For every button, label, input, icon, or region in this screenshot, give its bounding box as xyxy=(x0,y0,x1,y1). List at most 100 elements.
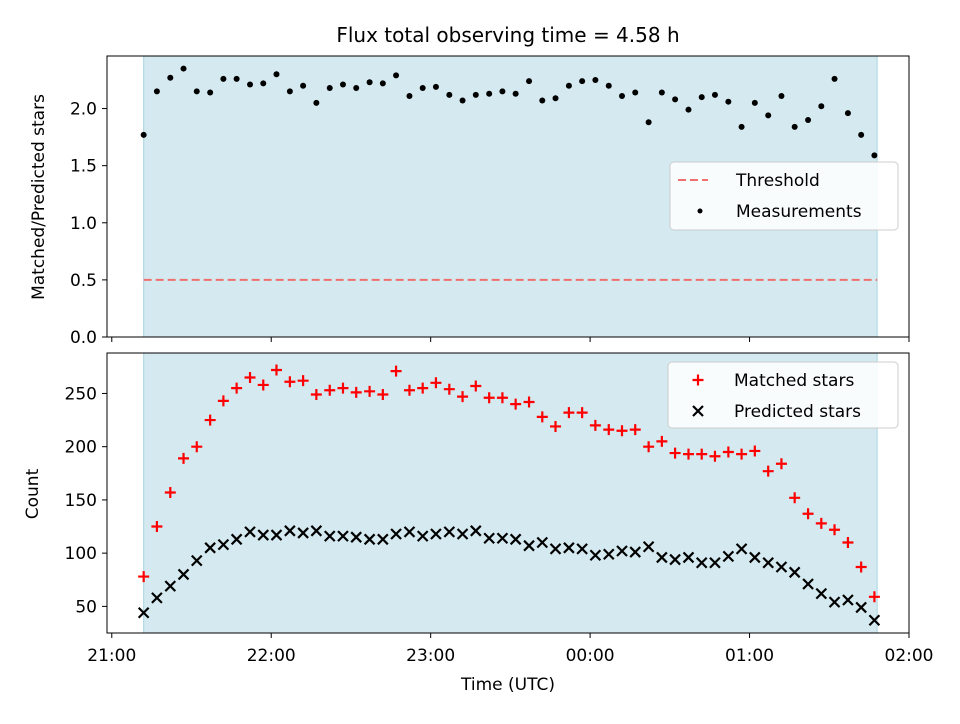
matched-star-point xyxy=(297,375,309,387)
matched-star-point xyxy=(536,411,548,423)
matched-star-point xyxy=(815,517,827,529)
y-tick-label: 250 xyxy=(65,384,97,404)
matched-star-point xyxy=(257,379,269,391)
legend-matched-swatch xyxy=(692,374,704,386)
predicted-star-point xyxy=(217,538,230,551)
matched-star-point xyxy=(682,448,694,460)
legend-label: Measurements xyxy=(736,202,862,222)
measurement-point xyxy=(858,131,865,138)
matched-star-point xyxy=(417,382,429,394)
matched-star-point xyxy=(829,524,841,536)
measurement-point xyxy=(419,84,426,91)
matched-star-point xyxy=(563,407,575,419)
measurement-point xyxy=(526,78,533,85)
matched-star-point xyxy=(576,407,588,419)
predicted-star-point xyxy=(363,533,376,546)
measurement-point xyxy=(818,103,825,110)
predicted-star-point xyxy=(456,528,469,540)
measurement-point xyxy=(273,71,280,78)
predicted-star-point xyxy=(642,540,655,553)
measurement-point xyxy=(486,90,493,97)
matched-star-point xyxy=(350,386,362,398)
measurement-point xyxy=(220,75,227,82)
predicted-star-point xyxy=(762,556,774,569)
matched-star-point xyxy=(496,392,508,404)
measurement-point xyxy=(353,84,360,91)
matched-star-point xyxy=(842,537,854,549)
measurement-point xyxy=(153,88,160,95)
matched-star-point xyxy=(324,384,336,396)
matched-star-point xyxy=(629,424,641,436)
measurement-point xyxy=(472,91,479,98)
matched-star-point xyxy=(191,441,203,453)
matched-star-point xyxy=(589,419,601,431)
measurement-point xyxy=(831,75,838,82)
predicted-star-point xyxy=(682,551,695,564)
x-tick-label: 21:00 xyxy=(87,646,136,666)
measurement-point xyxy=(765,112,772,119)
matched-star-point xyxy=(749,445,761,457)
measurement-point xyxy=(592,76,599,83)
measurement-point xyxy=(313,99,320,106)
predicted-star-point xyxy=(470,525,482,537)
x-axis-label: Time (UTC) xyxy=(460,675,555,695)
measurement-point xyxy=(446,91,453,98)
matched-star-point xyxy=(616,425,628,437)
predicted-star-point xyxy=(602,548,615,560)
matched-star-point xyxy=(483,392,495,404)
measurement-point xyxy=(844,110,851,117)
predicted-star-point xyxy=(523,539,535,552)
measurement-point xyxy=(725,98,732,105)
y-tick-label: 150 xyxy=(65,491,97,511)
measurement-point xyxy=(738,123,745,130)
predicted-star-point xyxy=(509,533,522,546)
measurement-point xyxy=(565,82,572,89)
measurement-point xyxy=(167,74,174,81)
matched-star-point xyxy=(457,391,469,403)
measurement-point xyxy=(260,80,267,87)
matched-star-point xyxy=(364,385,376,397)
measurement-point xyxy=(791,123,798,130)
measurement-point xyxy=(326,84,333,91)
predicted-star-point xyxy=(204,542,216,554)
ratio-panel: 0.0 0.5 1.0 1.5 2.0 Threshold Measurements xyxy=(70,55,910,348)
legend-label: Matched stars xyxy=(734,371,854,391)
predicted-star-point xyxy=(589,549,602,562)
predicted-star-point xyxy=(616,545,628,557)
measurement-point xyxy=(672,96,679,103)
predicted-star-point xyxy=(350,531,362,543)
predicted-star-point xyxy=(284,525,296,537)
predicted-star-point xyxy=(855,601,867,614)
matched-star-point xyxy=(204,414,216,426)
measurement-point xyxy=(778,92,785,99)
matched-star-point xyxy=(138,571,150,583)
matched-star-point xyxy=(217,395,229,407)
predicted-star-point xyxy=(430,528,442,540)
predicted-star-point xyxy=(695,556,708,569)
matched-star-point xyxy=(270,364,282,376)
matched-star-point xyxy=(709,450,721,462)
predicted-star-point xyxy=(416,530,429,542)
y-tick-label: 100 xyxy=(65,544,97,564)
measurement-point xyxy=(698,94,705,101)
matched-star-point xyxy=(868,591,880,603)
predicted-star-point xyxy=(337,530,349,542)
measurement-point xyxy=(619,92,626,99)
matched-star-point xyxy=(656,435,668,447)
measurement-point xyxy=(645,119,652,126)
predicted-star-point xyxy=(549,543,562,555)
predicted-star-point xyxy=(443,526,456,538)
predicted-star-point xyxy=(244,526,256,538)
matched-star-point xyxy=(603,424,615,436)
matched-star-point xyxy=(775,458,787,470)
measurement-point xyxy=(339,81,346,88)
matched-star-point xyxy=(244,371,256,383)
y-tick-label: 0.0 xyxy=(70,328,97,348)
measurement-point xyxy=(379,80,386,87)
predicted-star-point xyxy=(177,568,190,581)
measurement-point xyxy=(193,88,200,95)
measurement-point xyxy=(432,83,439,90)
predicted-star-point xyxy=(788,566,801,579)
legend-box xyxy=(667,361,899,429)
predicted-star-point xyxy=(802,578,814,590)
